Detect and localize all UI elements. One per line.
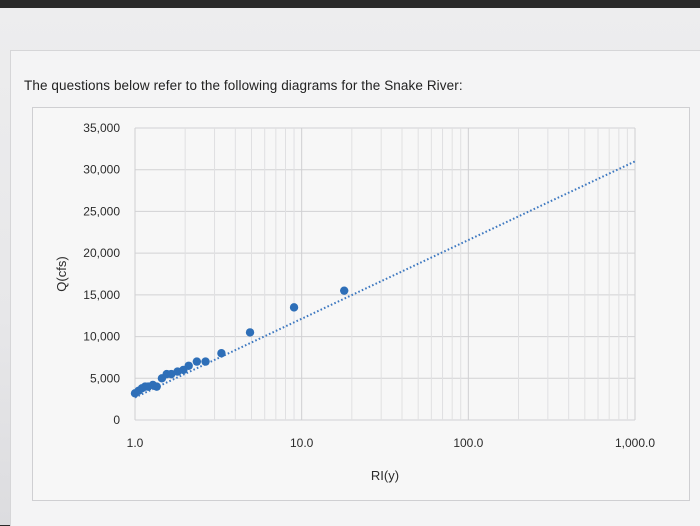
y-tick-labels: 0 5,000 10,000 15,000 20,000 25,000 30,000 35,0…	[83, 121, 120, 427]
point-layer	[130, 286, 349, 398]
chart-frame	[32, 107, 690, 501]
question-text: The questions below refer to the followi…	[24, 78, 463, 93]
data-point-9	[167, 369, 176, 379]
trendline-layer	[134, 160, 636, 399]
data-point-18	[340, 286, 349, 295]
data-point-12	[184, 361, 193, 370]
y-tick-label-5: 25,000	[83, 204, 120, 218]
y-tick-label-7: 35,000	[83, 121, 120, 135]
x-axis-title: RI(y)	[371, 468, 399, 483]
y-tick-label-1: 5,000	[90, 371, 120, 385]
y-tick-label-4: 20,000	[83, 246, 120, 260]
data-point-15	[217, 349, 226, 358]
grid-layer	[134, 127, 636, 421]
y-tick-label-2: 10,000	[83, 330, 120, 344]
y-axis-title: Q(cfs)	[54, 256, 69, 291]
trendline	[134, 160, 636, 399]
data-point-16	[245, 328, 255, 337]
x-tick-label-1: 10.0	[290, 436, 314, 450]
x-tick-label-0: 1.0	[127, 436, 144, 450]
x-tick-label-2: 100.0	[453, 436, 483, 450]
y-tick-label-0: 0	[113, 413, 120, 427]
data-point-17	[289, 303, 299, 312]
data-point-13	[192, 357, 202, 366]
x-tick-labels: 1.0 10.0 100.0 1,000.0	[127, 436, 656, 450]
data-point-6	[152, 382, 161, 391]
data-point-14	[201, 357, 210, 366]
x-tick-label-3: 1,000.0	[615, 436, 655, 450]
y-tick-label-6: 30,000	[83, 163, 120, 177]
y-tick-label-3: 15,000	[83, 288, 120, 302]
